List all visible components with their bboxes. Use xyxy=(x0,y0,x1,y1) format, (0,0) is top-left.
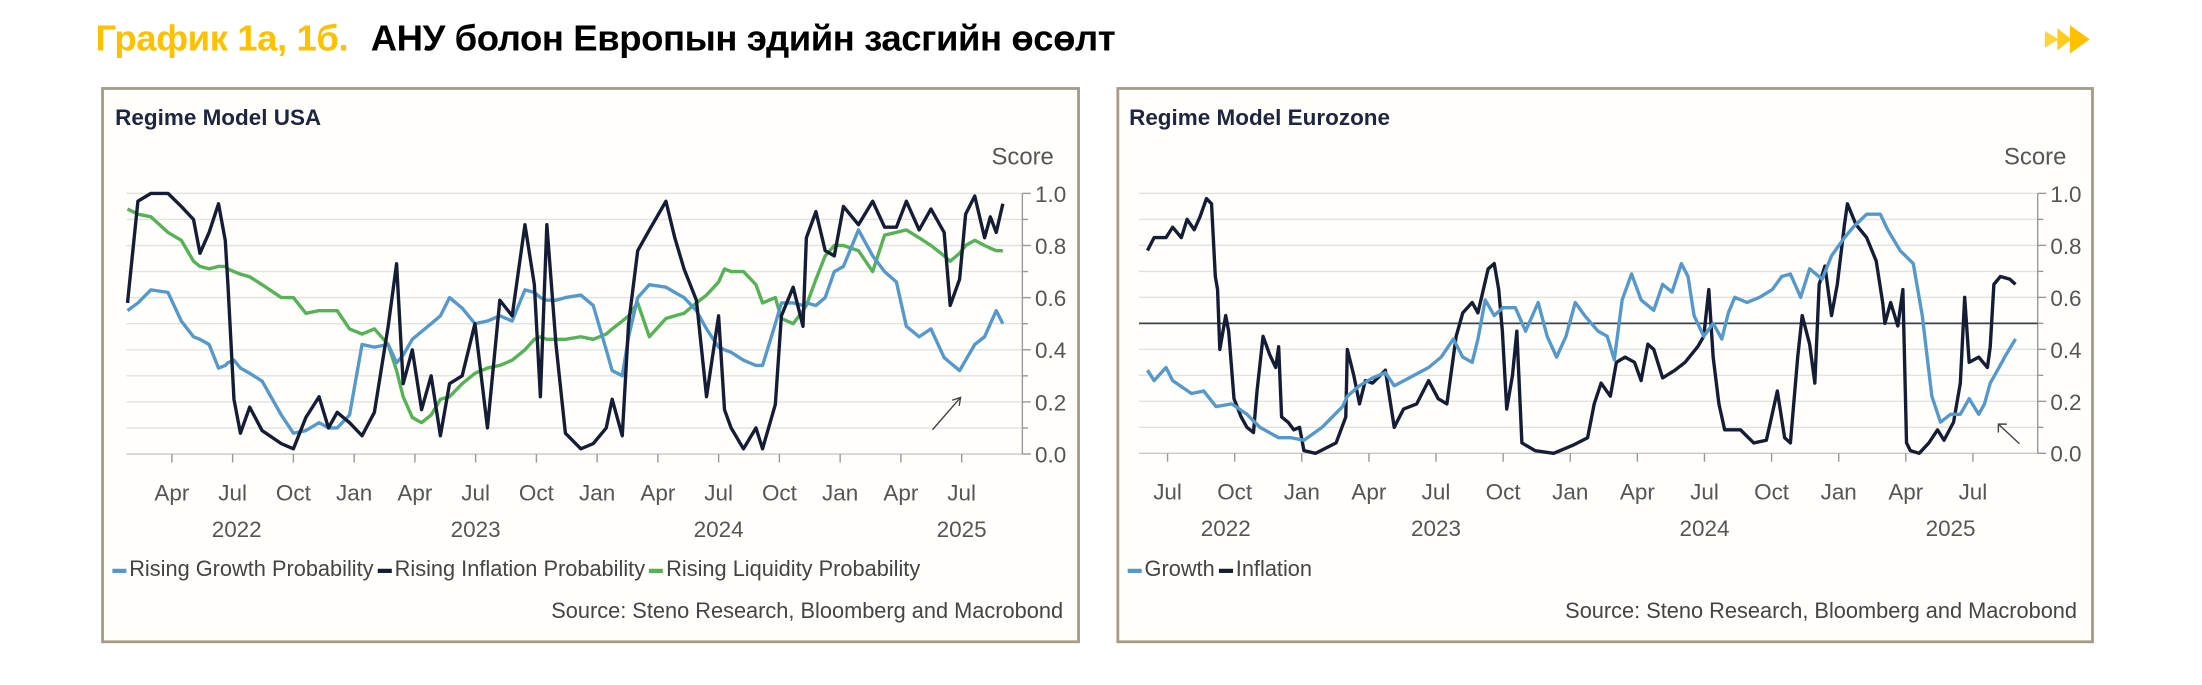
legend-swatch xyxy=(649,568,664,573)
x-year-label: 2025 xyxy=(1926,516,1976,541)
series-line-growth xyxy=(1146,212,2017,442)
arrow-head xyxy=(1997,423,2007,433)
x-year-label: 2024 xyxy=(1679,516,1729,541)
figure-number: График 1а, 1б. xyxy=(95,16,349,59)
x-tick-label: Jan xyxy=(1284,480,1320,505)
legend-label: Rising Inflation Probability xyxy=(394,557,646,582)
series-line-rising-inflation-probability xyxy=(125,191,1005,451)
x-tick-label: Oct xyxy=(1217,480,1253,505)
legend-label: Rising Growth Probability xyxy=(129,557,374,582)
legend-swatch xyxy=(377,568,392,573)
y-tick-label: 0.6 xyxy=(1035,286,1066,311)
x-year-label: 2023 xyxy=(451,517,501,542)
eurozone-legend: Growth Inflation xyxy=(1127,557,1317,583)
y-tick-label: 0.0 xyxy=(1035,442,1066,467)
y-tick-label: 0.8 xyxy=(1035,234,1066,259)
y-tick-label: 1.0 xyxy=(2050,182,2081,207)
series-line-rising-growth-probability xyxy=(126,228,1005,435)
x-tick-label: Jan xyxy=(1552,480,1588,505)
x-tick-label: Jan xyxy=(822,480,858,505)
usa-chart: 0.0 0.2 0.4 0.6 0.8 1.0 Apr Jul Oct Jan Apr Jul Oct J… xyxy=(125,182,1066,542)
legend-item-liquidity: Rising Liquidity Probability xyxy=(649,558,920,583)
annotations xyxy=(931,396,2020,445)
legend-label: Inflation xyxy=(1235,557,1313,582)
usa-legend: Rising Growth Probability Rising Inflati… xyxy=(112,558,924,583)
x-tick-label: Jan xyxy=(579,480,615,505)
series-line-inflation xyxy=(1145,196,2017,456)
legend-swatch xyxy=(1218,568,1233,573)
eurozone-chart-title: Regime Model Eurozone xyxy=(1129,106,1391,131)
figure-header: График 1а, 1б. АНУ болон Европын эдийн за… xyxy=(95,17,1115,61)
y-tick-label: 0.8 xyxy=(2050,234,2081,259)
x-tick-label: Jan xyxy=(1821,480,1857,505)
y-tick-label: 0.0 xyxy=(2050,442,2081,467)
figure-title: АНУ болон Европын эдийн засгийн өсөлт xyxy=(370,16,1116,59)
x-year-label: 2025 xyxy=(937,517,987,542)
x-year-label: 2022 xyxy=(212,517,262,542)
series-line-rising-liquidity-probability xyxy=(126,207,1003,425)
legend-swatch xyxy=(1127,568,1142,573)
y-tick-label: 0.2 xyxy=(1035,390,1066,415)
fast-forward-icon xyxy=(2044,25,2090,54)
x-tick-label: Apr xyxy=(397,480,432,505)
x-tick-label: Jul xyxy=(1690,480,1719,505)
y-tick-label: 0.6 xyxy=(2050,286,2081,311)
usa-chart-title: Regime Model USA xyxy=(115,106,322,131)
x-tick-label: Oct xyxy=(276,480,312,505)
x-tick-label: Jul xyxy=(1153,480,1182,505)
x-tick-label: Oct xyxy=(1754,480,1790,505)
legend-label: Rising Liquidity Probability xyxy=(666,557,921,582)
x-tick-label: Jul xyxy=(1422,480,1451,505)
y-tick-label: 0.4 xyxy=(2050,338,2081,363)
legend-swatch xyxy=(112,568,127,573)
legend-item-inflation: Inflation xyxy=(1218,557,1313,583)
y-tick-label: 0.2 xyxy=(2050,390,2081,415)
x-tick-label: Jul xyxy=(218,480,247,505)
x-tick-label: Jul xyxy=(947,480,976,505)
x-tick-label: Apr xyxy=(1888,480,1923,505)
legend-label: Growth xyxy=(1144,557,1215,582)
x-tick-label: Oct xyxy=(519,480,555,505)
eurozone-chart: 0.0 0.2 0.4 0.6 0.8 1.0 Jul Oct Jan Apr Jul Oct Jan A… xyxy=(1138,182,2082,541)
annotation-arrow xyxy=(1997,423,2020,445)
eurozone-y-axis-label: Score xyxy=(2003,143,2067,170)
x-tick-label: Apr xyxy=(883,480,918,505)
usa-source-note: Source: Steno Research, Bloomberg and Ma… xyxy=(551,599,1064,624)
x-tick-label: Apr xyxy=(1351,480,1386,505)
y-tick-label: 1.0 xyxy=(1035,182,1066,207)
x-year-label: 2022 xyxy=(1201,516,1251,541)
x-year-label: 2023 xyxy=(1411,516,1461,541)
usa-y-axis-label: Score xyxy=(991,143,1054,170)
legend-item-growth: Rising Growth Probability xyxy=(112,557,374,583)
legend-item-growth: Growth xyxy=(1127,557,1215,583)
x-tick-label: Apr xyxy=(1620,480,1655,505)
arrow-head xyxy=(951,396,962,406)
eurozone-source-note: Source: Steno Research, Bloomberg and Ma… xyxy=(1565,599,2078,624)
x-tick-label: Apr xyxy=(640,480,675,505)
x-tick-label: Jul xyxy=(461,480,490,505)
x-tick-label: Jan xyxy=(336,480,372,505)
x-tick-label: Jul xyxy=(704,480,733,505)
usa-chart-panel xyxy=(101,87,1080,644)
x-year-label: 2024 xyxy=(694,517,744,542)
y-tick-label: 0.4 xyxy=(1035,338,1066,363)
annotation-arrow xyxy=(931,396,962,431)
x-tick-label: Oct xyxy=(762,480,798,505)
x-tick-label: Apr xyxy=(154,480,189,505)
x-tick-label: Oct xyxy=(1486,480,1522,505)
legend-item-inflation: Rising Inflation Probability xyxy=(377,557,646,583)
x-tick-label: Jul xyxy=(1959,480,1988,505)
